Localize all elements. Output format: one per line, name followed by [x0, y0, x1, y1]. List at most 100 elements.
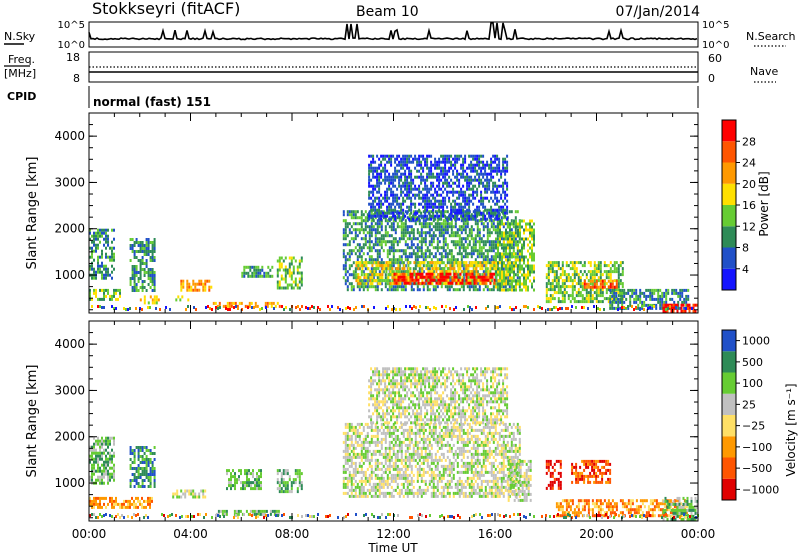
velocity-colorbar-tick: −500 [742, 462, 772, 475]
power-region [241, 265, 274, 278]
velocity-colorbar-segment [722, 478, 736, 500]
power-colorbar-segment [722, 268, 736, 290]
power-colorbar-segment [722, 183, 736, 205]
velocity-region [172, 489, 207, 499]
velocity-colorbar-segment [722, 415, 736, 437]
freq-tick-top: 18 [66, 51, 80, 64]
velocity-region [507, 459, 532, 502]
time-tick-label: 00:00 [72, 527, 107, 541]
power-region [662, 303, 699, 313]
velocity-colorbar-tick: 25 [742, 398, 756, 411]
nsky-tick-bottom: 10^0 [58, 40, 85, 51]
velocity-colorbar-tick: −25 [742, 420, 765, 433]
velocity-colorbar-segment [722, 436, 736, 458]
power-region [276, 256, 303, 290]
power-region [89, 228, 115, 280]
velocity-colorbar-segment [722, 372, 736, 394]
time-tick-label: 04:00 [173, 527, 208, 541]
velocity-region [276, 469, 303, 494]
power-ylabel: Slant Range [km] [25, 157, 40, 270]
velocity-ylabel: Slant Range [km] [25, 365, 40, 478]
velocity-region [368, 367, 509, 425]
power-colorbar-segment [722, 205, 736, 227]
time-tick-label: 20:00 [579, 527, 614, 541]
power-colorbar-tick: 4 [742, 263, 749, 276]
velocity-colorbar-tick: 100 [742, 377, 763, 390]
beam-label: Beam 10 [356, 4, 419, 20]
power-heatmap [89, 154, 699, 313]
velocity-colorbar-tick: 500 [742, 356, 763, 369]
nave-tick-top: 60 [708, 52, 722, 65]
time-tick-label: 12:00 [376, 527, 411, 541]
time-tick-label: 08:00 [275, 527, 310, 541]
nsearch-tick-bottom: 10^0 [702, 40, 729, 51]
velocity-colorbar-tick: −1000 [742, 483, 779, 496]
velocity-ytick-label: 4000 [54, 337, 85, 351]
power-region [129, 238, 156, 292]
power-colorbar: 4 8 12 16 20 24 28 [721, 119, 756, 291]
power-region [89, 288, 121, 301]
time-axis: 00:00 04:00 08:00 12:00 16:00 20:00 00:00 [72, 527, 716, 541]
freq-tick-bottom: 8 [73, 72, 80, 85]
time-tick-label: 16:00 [478, 527, 513, 541]
power-region [393, 272, 496, 285]
cpid-value: normal (fast) 151 [93, 95, 211, 109]
power-colorbar-segment [722, 247, 736, 269]
velocity-region [215, 509, 280, 516]
freq-unit-label: [MHz] [4, 67, 36, 80]
power-region [368, 154, 509, 221]
power-colorbar-tick: 8 [742, 242, 749, 255]
power-region [139, 295, 160, 305]
power-colorbar-segment [722, 120, 736, 142]
power-ytick-label: 3000 [54, 175, 85, 189]
nave-label: Nave [750, 65, 778, 78]
power-colorbar-tick: 12 [742, 220, 756, 233]
nsky-label: N.Sky [4, 30, 36, 43]
velocity-colorbar-segment [722, 330, 736, 352]
velocity-colorbar-tick: 1000 [742, 335, 770, 348]
velocity-colorbar-tick: −100 [742, 441, 772, 454]
power-colorbar-segment [722, 141, 736, 163]
velocity-region [89, 436, 115, 485]
power-colorbar-segment [722, 226, 736, 248]
cpid-panel: CPID normal (fast) 151 [7, 86, 699, 109]
velocity-panel: 1000 2000 3000 4000 Slant Range [km] 1000 50… [25, 320, 798, 522]
power-region [180, 279, 213, 292]
velocity-colorbar-segment [722, 457, 736, 479]
velocity-colorbar: 1000 500 100 25 −25 −100 −500 −1000 [721, 329, 779, 501]
nsearch-label: N.Search [746, 30, 796, 43]
power-panel: 1000 2000 3000 4000 Slant Range [km] 4 8 12 16… [25, 112, 771, 314]
velocity-ytick-label: 1000 [54, 476, 85, 490]
power-axes: 1000 2000 3000 4000 [54, 113, 699, 313]
nsky-tick-top: 10^5 [58, 20, 85, 31]
velocity-region [545, 459, 562, 490]
power-colorbar-tick: 20 [742, 178, 756, 191]
nave-tick-bottom: 0 [708, 72, 715, 85]
power-region [175, 295, 190, 302]
velocity-colorbar-segment [722, 351, 736, 373]
velocity-region [571, 459, 612, 484]
power-ytick-label: 4000 [54, 129, 85, 143]
nsearch-tick-top: 10^5 [702, 20, 729, 31]
date-label: 07/Jan/2014 [616, 4, 701, 20]
power-ytick-label: 1000 [54, 268, 85, 282]
velocity-axes: 1000 2000 3000 4000 [54, 321, 699, 521]
velocity-region [89, 496, 153, 509]
power-colorbar-label: Power [dB] [757, 171, 771, 236]
station-title: Stokkseyri (fitACF) [92, 0, 240, 18]
velocity-heatmap [89, 367, 699, 521]
power-region [212, 301, 281, 308]
velocity-colorbar-label: Velocity [m s⁻¹] [784, 383, 798, 476]
freq-panel: Freq. [MHz] 18 8 60 0 Nave [4, 51, 778, 85]
time-tick-label: 00:00 [681, 527, 716, 541]
power-colorbar-tick: 28 [742, 135, 756, 148]
velocity-region [342, 422, 521, 498]
power-region [583, 279, 618, 289]
nsky-panel: N.Sky 10^5 10^0 10^5 10^0 N.Search [4, 20, 796, 51]
velocity-near-range-speckle [89, 513, 699, 519]
cpid-label: CPID [7, 90, 36, 103]
velocity-region [129, 446, 156, 488]
power-region [495, 219, 535, 292]
velocity-region [226, 469, 262, 491]
